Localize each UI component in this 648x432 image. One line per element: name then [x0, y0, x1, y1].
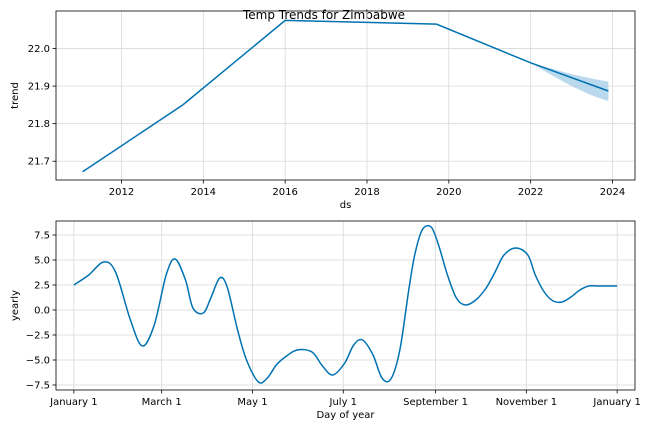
- y-tick-label: 2.5: [34, 281, 50, 292]
- y-tick-label: 21.9: [28, 82, 50, 93]
- yearly-seasonality-line: [73, 224, 618, 384]
- yearly-axes-frame: [55, 220, 636, 391]
- x-tick-label: September 1: [403, 397, 468, 408]
- y-tick-label: −7.5: [26, 381, 50, 392]
- yearly-panel: January 1 March 1 May 1 July 1 September 1 No…: [10, 220, 641, 421]
- yearly-y-axis-label: yearly: [10, 290, 21, 321]
- y-tick-label: 5.0: [34, 256, 50, 267]
- x-tick-label: 2022: [518, 187, 543, 198]
- yearly-x-axis-label: Day of year: [316, 410, 375, 421]
- trend-panel: 2012 2014 2016 2018 2020 2022 2024 21.721.821.…: [10, 10, 636, 211]
- x-tick-label: 2016: [272, 187, 297, 198]
- x-tick-label: July 1: [329, 397, 358, 408]
- y-tick-label: −2.5: [26, 331, 50, 342]
- trend-x-axis-label: ds: [340, 200, 352, 211]
- y-tick-label: 21.8: [28, 119, 50, 130]
- yearly-gridlines: [56, 221, 635, 390]
- y-tick-label: 22.0: [28, 44, 50, 55]
- trend-line: [82, 19, 609, 173]
- x-tick-label: November 1: [496, 397, 558, 408]
- x-tick-label: 2020: [436, 187, 461, 198]
- trend-gridlines: [56, 11, 635, 180]
- x-tick-label: 2018: [354, 187, 379, 198]
- trend-y-ticks: 21.7 21.8 21.9 22.0: [28, 44, 56, 168]
- y-tick-label: 21.7: [28, 157, 50, 168]
- trend-uncertainty-band: [530, 62, 609, 102]
- chart-title: Temp Trends for Zimbabwe: [242, 8, 405, 22]
- y-tick-label: 7.5: [34, 231, 50, 242]
- x-tick-label: March 1: [142, 397, 182, 408]
- x-tick-label: January 1: [49, 397, 97, 408]
- y-tick-label: 0.0: [34, 306, 50, 317]
- trend-axes-frame: [55, 10, 636, 181]
- trend-y-axis-label: trend: [10, 82, 21, 109]
- x-tick-label: 2014: [191, 187, 216, 198]
- x-tick-label: 2024: [600, 187, 625, 198]
- x-tick-label: 2012: [109, 187, 134, 198]
- trend-x-ticks: 2012 2014 2016 2018 2020 2022 2024: [109, 180, 625, 198]
- x-tick-label: January 1: [592, 397, 640, 408]
- yearly-x-ticks: January 1 March 1 May 1 July 1 September 1 No…: [49, 390, 641, 408]
- x-tick-label: May 1: [237, 397, 267, 408]
- yearly-y-ticks: −7.5 −5.0 −2.5 0.0 2.5 5.0 7.5: [26, 231, 56, 392]
- y-tick-label: −5.0: [26, 356, 50, 367]
